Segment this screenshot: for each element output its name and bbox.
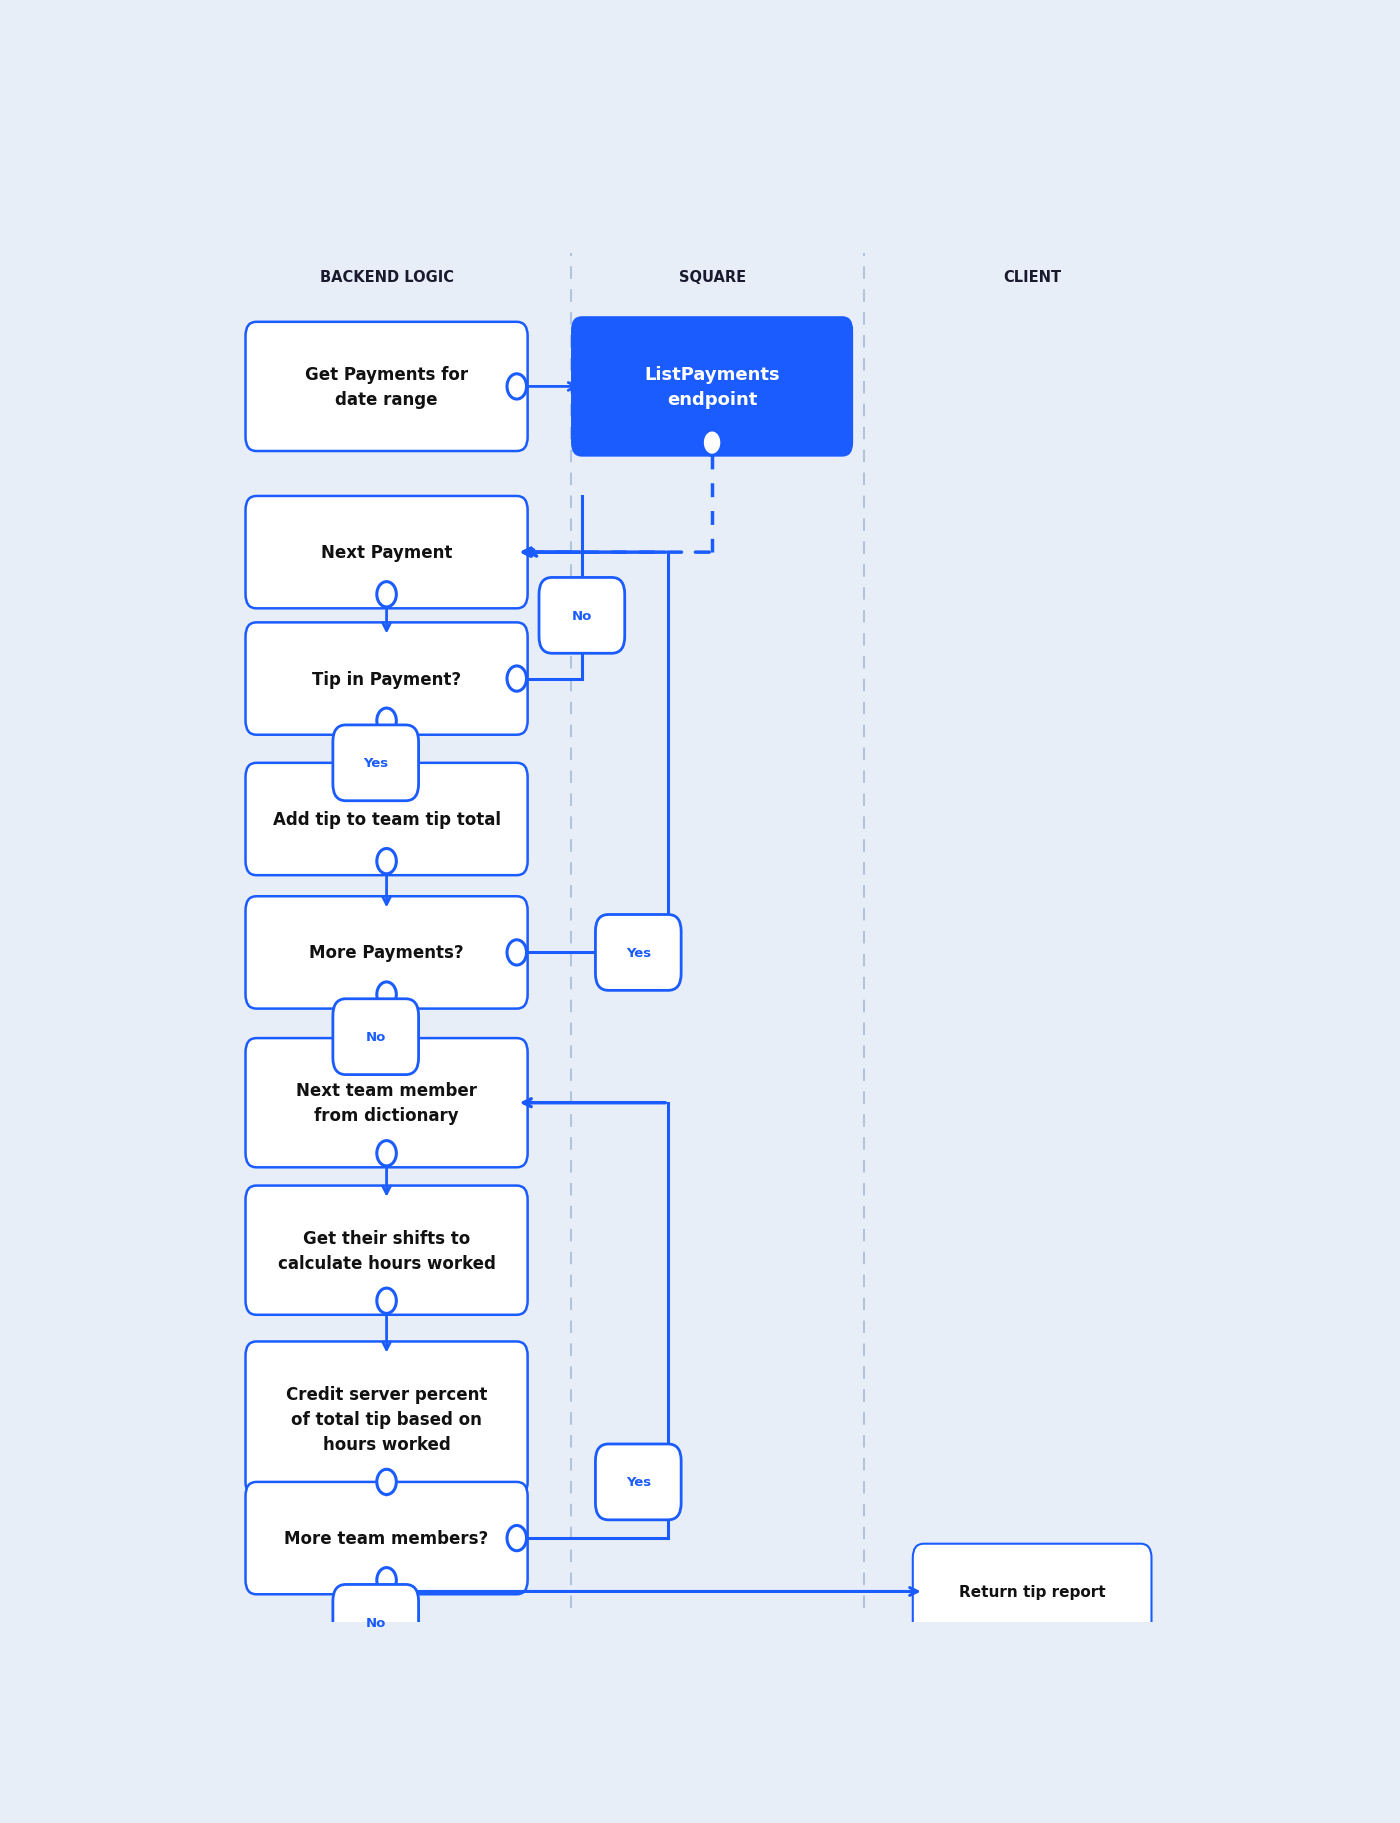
Circle shape — [377, 1141, 396, 1167]
Circle shape — [507, 941, 526, 966]
FancyBboxPatch shape — [245, 323, 528, 452]
FancyBboxPatch shape — [539, 578, 624, 654]
Text: Next Payment: Next Payment — [321, 543, 452, 561]
Text: No: No — [365, 1615, 386, 1630]
Text: CLIENT: CLIENT — [1002, 270, 1061, 284]
FancyBboxPatch shape — [571, 317, 853, 458]
Circle shape — [507, 1526, 526, 1551]
Circle shape — [377, 582, 396, 607]
FancyBboxPatch shape — [333, 1584, 419, 1661]
FancyBboxPatch shape — [333, 726, 419, 802]
FancyBboxPatch shape — [245, 1187, 528, 1314]
Circle shape — [703, 430, 722, 456]
FancyBboxPatch shape — [595, 915, 682, 992]
Circle shape — [377, 1568, 396, 1593]
Circle shape — [377, 983, 396, 1008]
Text: Yes: Yes — [626, 1475, 651, 1489]
Text: No: No — [365, 1030, 386, 1043]
Circle shape — [377, 1469, 396, 1495]
Text: Credit server percent
of total tip based on
hours worked: Credit server percent of total tip based… — [286, 1385, 487, 1453]
Text: Get Payments for
date range: Get Payments for date range — [305, 366, 468, 408]
Text: Next team member
from dictionary: Next team member from dictionary — [295, 1081, 477, 1125]
FancyBboxPatch shape — [245, 1039, 528, 1169]
Text: Yes: Yes — [626, 946, 651, 959]
FancyBboxPatch shape — [245, 1482, 528, 1595]
Text: Tip in Payment?: Tip in Payment? — [312, 671, 461, 687]
FancyBboxPatch shape — [245, 496, 528, 609]
FancyBboxPatch shape — [333, 999, 419, 1076]
Text: BACKEND LOGIC: BACKEND LOGIC — [319, 270, 454, 284]
Text: Return tip report: Return tip report — [959, 1584, 1106, 1599]
Circle shape — [507, 374, 526, 399]
Circle shape — [377, 709, 396, 735]
FancyBboxPatch shape — [913, 1544, 1151, 1639]
Text: Yes: Yes — [363, 757, 388, 769]
Text: ListPayments
endpoint: ListPayments endpoint — [644, 366, 780, 408]
Circle shape — [377, 1289, 396, 1314]
Text: More team members?: More team members? — [284, 1529, 489, 1548]
Text: SQUARE: SQUARE — [679, 270, 746, 284]
Text: Add tip to team tip total: Add tip to team tip total — [273, 811, 501, 828]
Text: Get their shifts to
calculate hours worked: Get their shifts to calculate hours work… — [277, 1229, 496, 1272]
FancyBboxPatch shape — [245, 1342, 528, 1497]
Circle shape — [377, 850, 396, 875]
FancyBboxPatch shape — [245, 764, 528, 875]
Text: No: No — [571, 609, 592, 622]
FancyBboxPatch shape — [245, 623, 528, 735]
FancyBboxPatch shape — [245, 897, 528, 1010]
Circle shape — [507, 667, 526, 691]
FancyBboxPatch shape — [595, 1444, 682, 1520]
Text: More Payments?: More Payments? — [309, 944, 463, 963]
